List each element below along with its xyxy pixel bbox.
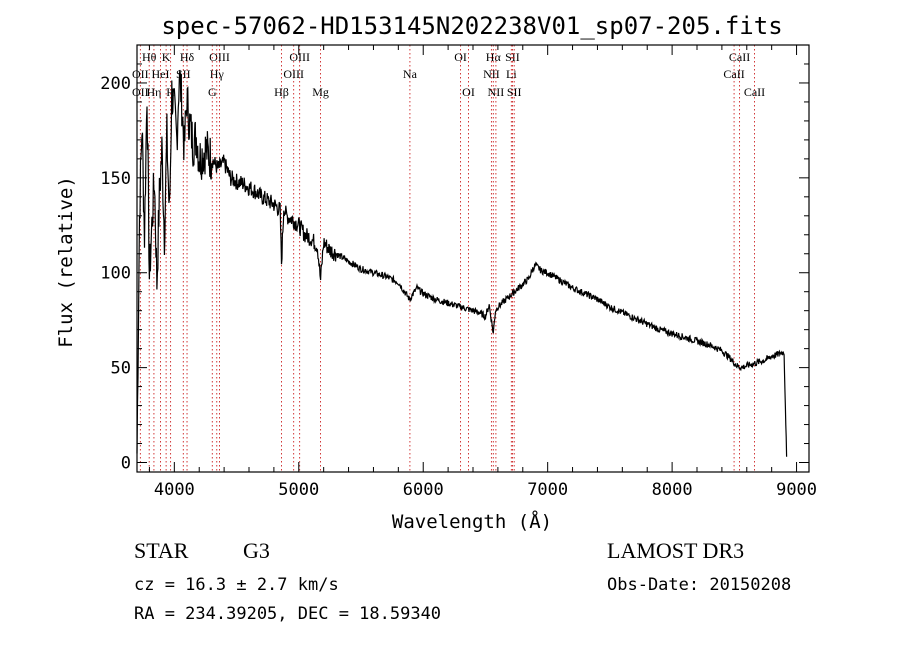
- line-label: CaII: [723, 67, 744, 81]
- line-label: Hβ: [274, 85, 289, 99]
- survey-name: LAMOST DR3: [607, 538, 745, 563]
- axis-ticks: 4000 5000 6000 7000 8000 9000 0 50 100 150 200: [100, 45, 817, 500]
- line-label: Na: [403, 67, 418, 81]
- line-label: OI: [462, 85, 475, 99]
- line-label: G: [208, 85, 217, 99]
- line-label: NII: [483, 67, 500, 81]
- line-label: OIII: [283, 67, 304, 81]
- x-tick-label: 7000: [527, 480, 568, 500]
- line-label: CaII: [744, 85, 765, 99]
- x-tick-label: 5000: [278, 480, 319, 500]
- line-label: Li: [506, 67, 517, 81]
- y-tick-label: 0: [121, 454, 131, 474]
- line-label: HeI: [152, 67, 170, 81]
- sky-coordinates: RA = 234.39205, DEC = 18.59340: [134, 604, 442, 624]
- line-label: Hγ: [210, 67, 225, 81]
- line-label: OIII: [289, 50, 310, 64]
- line-label: NII: [488, 85, 505, 99]
- spectrum-line: [136, 69, 788, 457]
- y-tick-label: 150: [100, 169, 131, 189]
- line-label: CaII: [729, 50, 750, 64]
- y-tick-label: 50: [111, 359, 131, 379]
- line-label: H: [166, 85, 175, 99]
- line-label: Hθ: [142, 50, 157, 64]
- line-label: SII: [176, 67, 191, 81]
- line-label: SII: [505, 50, 520, 64]
- x-tick-label: 9000: [776, 480, 817, 500]
- y-axis-label: Flux (relative): [55, 176, 77, 348]
- line-label: OII: [132, 85, 149, 99]
- y-tick-label: 100: [100, 264, 131, 284]
- line-label: OIII: [209, 50, 230, 64]
- line-label: Hα: [486, 50, 502, 64]
- line-label: K: [162, 50, 171, 64]
- line-label: Hη: [146, 85, 161, 99]
- line-label: OII: [132, 67, 149, 81]
- observation-date: Obs-Date: 20150208: [607, 575, 792, 595]
- object-subclass: G3: [243, 538, 270, 563]
- x-tick-label: 8000: [652, 480, 693, 500]
- chart-title: spec-57062-HD153145N202238V01_sp07-205.f…: [161, 12, 782, 40]
- line-label: OI: [454, 50, 467, 64]
- line-label: Mg: [312, 85, 329, 99]
- line-label: Hδ: [180, 50, 195, 64]
- plot-frame: [136, 44, 810, 473]
- object-class: STAR: [134, 538, 189, 563]
- line-label: SII: [507, 85, 522, 99]
- x-tick-label: 4000: [154, 480, 195, 500]
- redshift-velocity: cz = 16.3 ± 2.7 km/s: [134, 575, 339, 595]
- y-tick-label: 200: [100, 74, 131, 94]
- x-axis-label: Wavelength (Å): [392, 510, 552, 533]
- x-tick-label: 6000: [403, 480, 444, 500]
